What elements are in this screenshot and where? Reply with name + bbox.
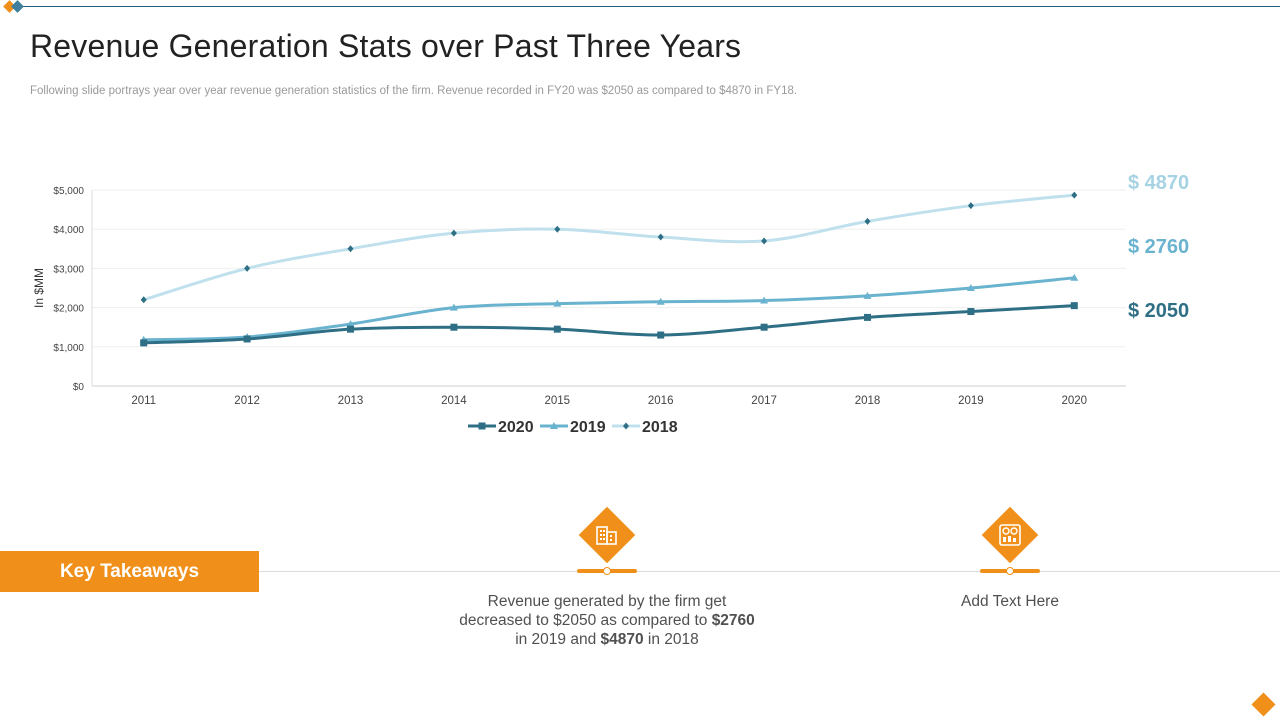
legend-label-2020: 2020	[498, 419, 534, 436]
data-point-2018	[450, 229, 457, 237]
data-point-2020	[1070, 302, 1078, 310]
data-point-2018	[657, 233, 664, 241]
data-point-2019	[656, 297, 665, 305]
data-point-2019	[863, 291, 872, 299]
takeaway-2-knob	[1006, 567, 1014, 575]
y-tick-label: $1,000	[53, 343, 84, 354]
data-point-2020	[657, 331, 665, 339]
data-point-2018	[140, 296, 147, 304]
callout-2018-value: $ 4870	[1128, 172, 1190, 194]
data-point-2018	[554, 225, 561, 233]
key-takeaways-label: Key Takeaways	[59, 560, 200, 582]
data-point-2018	[864, 217, 871, 225]
data-point-2019	[1070, 273, 1079, 281]
x-tick-label: 2017	[751, 395, 777, 407]
data-point-2020	[760, 323, 768, 331]
data-point-2018	[244, 264, 251, 272]
key-takeaways-ribbon: Key Takeaways	[0, 551, 259, 592]
takeaway-1-text: Revenue generated by the firm get decrea…	[459, 593, 755, 648]
data-point-2018	[347, 245, 354, 253]
takeaways-divider	[259, 571, 1280, 572]
data-point-2019	[553, 299, 562, 307]
y-tick-label: $5,000	[53, 186, 84, 197]
data-point-2020	[243, 335, 251, 343]
data-point-2020	[967, 308, 975, 316]
series-line-2019	[143, 276, 1075, 342]
takeaway-2-text: Add Text Here	[961, 593, 1059, 610]
dashboard-icon	[999, 524, 1021, 546]
data-point-2020	[864, 313, 871, 321]
data-point-2020	[450, 323, 458, 331]
x-tick-label: 2018	[855, 395, 881, 407]
x-tick-label: 2019	[958, 395, 984, 407]
x-tick-label: 2015	[545, 395, 571, 407]
y-tick-label: $2,000	[53, 304, 84, 315]
y-axis-title: In $MM	[32, 268, 46, 308]
takeaway-1-badge	[578, 506, 636, 564]
data-point-2020	[553, 325, 561, 333]
data-point-2019	[346, 320, 355, 328]
top-rule	[22, 6, 1280, 7]
buildings-icon	[596, 526, 617, 545]
corner-diamond-orange-bottom	[1251, 692, 1276, 717]
y-tick-label: $0	[73, 382, 85, 393]
legend-marker-2018	[623, 422, 629, 430]
legend-marker-2020	[478, 422, 486, 430]
slide-title: Revenue Generation Stats over Past Three…	[30, 28, 742, 64]
revenue-line-chart: $0 $1,000 $2,000 $3,000 $4,000 $5,000 2011 2012…	[32, 186, 1126, 436]
series-line-2020	[143, 304, 1075, 345]
x-tick-label: 2013	[338, 395, 364, 407]
data-point-2019	[966, 284, 975, 291]
data-point-2018	[1071, 191, 1078, 199]
legend-marker-2019	[550, 422, 558, 429]
takeaway-1-knob	[603, 567, 611, 575]
legend-label-2019: 2019	[570, 419, 606, 436]
x-tick-label: 2016	[648, 395, 674, 407]
slide-subtitle: Following slide portrays year over year …	[30, 85, 798, 97]
corner-diamond-blue	[11, 0, 24, 13]
takeaway-2-badge	[981, 506, 1039, 564]
callout-2019-value: $ 2760	[1128, 236, 1190, 258]
series-line-2018	[143, 193, 1075, 302]
data-point-2020	[347, 325, 354, 333]
data-point-2018	[967, 202, 974, 210]
y-tick-label: $4,000	[53, 225, 84, 236]
data-point-2018	[761, 237, 768, 245]
x-tick-label: 2011	[131, 395, 156, 407]
x-tick-label: 2014	[441, 395, 467, 407]
legend-label-2018: 2018	[642, 419, 678, 436]
y-tick-label: $3,000	[53, 264, 84, 275]
data-point-2019	[449, 303, 458, 311]
data-point-2019	[760, 296, 769, 304]
callout-2020-value: $ 2050	[1128, 300, 1190, 322]
x-tick-label: 2020	[1062, 395, 1088, 407]
x-tick-label: 2012	[234, 395, 260, 407]
data-point-2020	[140, 339, 148, 347]
